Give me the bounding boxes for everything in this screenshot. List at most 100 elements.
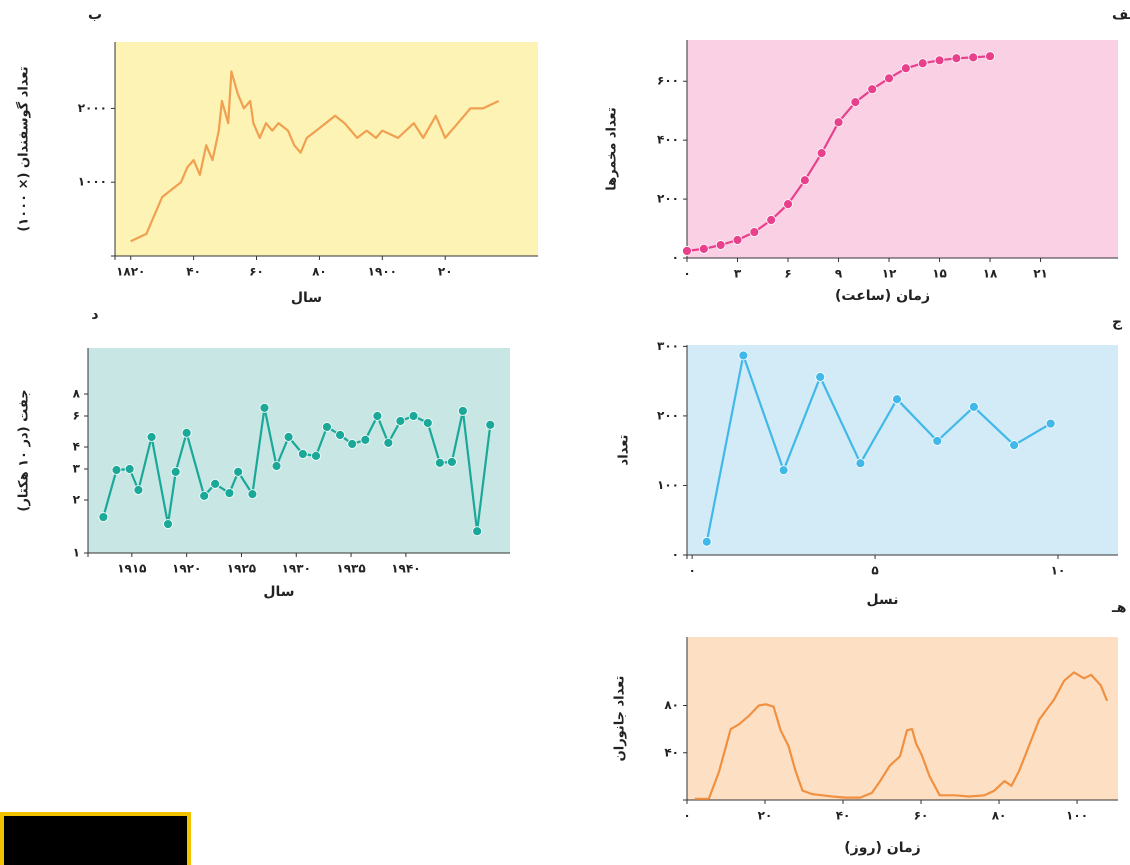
y-tick-label: ۲ bbox=[73, 492, 81, 506]
data-point bbox=[457, 406, 468, 416]
data-point bbox=[932, 436, 943, 446]
data-line bbox=[705, 354, 1052, 543]
x-tick-label: ۱۵ bbox=[932, 267, 947, 281]
data-point bbox=[951, 53, 962, 64]
data-point bbox=[749, 227, 760, 237]
data-point bbox=[408, 411, 419, 421]
data-point bbox=[210, 478, 221, 489]
data-point bbox=[485, 420, 496, 430]
data-point bbox=[233, 466, 244, 477]
data-line bbox=[694, 671, 1109, 800]
y-tick-label: ۸۰ bbox=[664, 698, 679, 712]
plot-area bbox=[687, 637, 1118, 800]
y-tick-label: ۰ bbox=[672, 548, 679, 562]
x-tick-label: ۵ bbox=[871, 564, 878, 578]
data-point bbox=[98, 512, 109, 522]
data-point bbox=[335, 430, 346, 440]
x-axis-label: سال bbox=[263, 584, 294, 600]
plot-area bbox=[687, 40, 1118, 258]
y-tick-label: ۴۰۰ bbox=[657, 133, 679, 147]
x-tick-label: ۰ bbox=[683, 809, 690, 823]
data-point bbox=[815, 372, 826, 382]
panel-label: الف bbox=[1112, 7, 1130, 23]
y-tick-label: ۴۰ bbox=[664, 745, 679, 759]
data-point bbox=[311, 451, 321, 461]
y-axis-label: تعداد گوسفندان (× ۱۰۰۰) bbox=[16, 66, 32, 231]
data-point bbox=[738, 350, 749, 361]
x-axis-label: نسل bbox=[867, 592, 899, 608]
data-point bbox=[855, 458, 866, 469]
x-tick-label: ۱۲ bbox=[882, 267, 897, 281]
x-tick-label: ۲۰ bbox=[438, 265, 453, 279]
data-line bbox=[130, 70, 500, 243]
plot-area bbox=[115, 42, 538, 256]
y-axis-label: تعداد جانوران bbox=[613, 676, 628, 762]
x-tick-label: ۱۸۲۰ bbox=[116, 265, 145, 279]
data-point bbox=[900, 63, 911, 74]
data-point bbox=[133, 485, 144, 495]
data-point bbox=[472, 526, 483, 537]
data-point bbox=[170, 466, 181, 477]
data-point bbox=[395, 416, 406, 426]
data-point bbox=[199, 491, 210, 501]
data-point bbox=[111, 465, 122, 475]
data-point bbox=[783, 199, 793, 209]
x-tick-label: ۸۰ bbox=[992, 809, 1007, 823]
x-tick-label: ۱۹۲۵ bbox=[227, 562, 256, 576]
data-point bbox=[701, 536, 712, 547]
panel-label: هـ bbox=[1111, 600, 1127, 616]
panel-label: د bbox=[91, 307, 98, 323]
y-tick-label: ۸ bbox=[73, 386, 81, 400]
data-point bbox=[934, 55, 945, 66]
y-tick-label: ۶ bbox=[73, 408, 80, 422]
x-tick-label: ۰ bbox=[688, 564, 695, 578]
x-tick-label: ۸۰ bbox=[312, 265, 327, 279]
data-point bbox=[682, 246, 692, 256]
data-point bbox=[778, 465, 789, 476]
data-point bbox=[968, 52, 979, 63]
data-point bbox=[181, 427, 192, 438]
data-point bbox=[1045, 418, 1056, 429]
x-tick-label: ۰ bbox=[683, 267, 690, 281]
data-point bbox=[850, 97, 861, 108]
data-point bbox=[715, 240, 726, 250]
panel-label: ج bbox=[1112, 314, 1123, 330]
y-tick-label: ۴ bbox=[73, 439, 80, 453]
y-tick-label: ۱۰۰ bbox=[657, 478, 679, 492]
x-axis-label: سال bbox=[291, 290, 322, 306]
x-tick-label: ۱۹۰۰ bbox=[368, 265, 397, 279]
data-point bbox=[163, 519, 173, 529]
data-point bbox=[124, 464, 135, 474]
thumbnail bbox=[0, 812, 191, 865]
data-point bbox=[297, 449, 308, 459]
y-tick-label: ۰ bbox=[672, 251, 679, 265]
panel-label: ب bbox=[88, 7, 102, 23]
data-point bbox=[360, 434, 371, 445]
x-axis-label: زمان (روز) bbox=[844, 840, 920, 856]
data-point bbox=[383, 438, 394, 448]
y-axis-label: تعداد bbox=[617, 435, 632, 466]
x-tick-label: ۲۰ bbox=[758, 809, 773, 823]
data-point bbox=[732, 235, 743, 245]
data-point bbox=[892, 394, 902, 405]
data-point bbox=[271, 461, 282, 471]
data-point bbox=[985, 51, 995, 62]
data-point bbox=[146, 432, 157, 442]
data-point bbox=[347, 439, 358, 449]
data-point bbox=[247, 489, 258, 500]
x-tick-label: ۱۹۲۰ bbox=[172, 562, 201, 576]
data-point bbox=[322, 422, 332, 432]
x-axis-label: زمان (ساعت) bbox=[835, 288, 930, 304]
y-tick-label: ۱ bbox=[73, 546, 80, 560]
data-point bbox=[799, 175, 810, 186]
x-tick-label: ۱۸ bbox=[983, 267, 998, 281]
data-point bbox=[698, 243, 709, 254]
x-tick-label: ۱۹۱۵ bbox=[117, 562, 146, 576]
y-axis-label: جفت (در ۱۰ هکتار) bbox=[17, 389, 32, 511]
data-point bbox=[1009, 440, 1019, 451]
x-tick-label: ۲۱ bbox=[1033, 267, 1048, 281]
x-tick-label: ۴۰ bbox=[186, 265, 201, 279]
data-point bbox=[833, 117, 844, 128]
x-tick-label: ۱۰۰ bbox=[1066, 809, 1088, 823]
